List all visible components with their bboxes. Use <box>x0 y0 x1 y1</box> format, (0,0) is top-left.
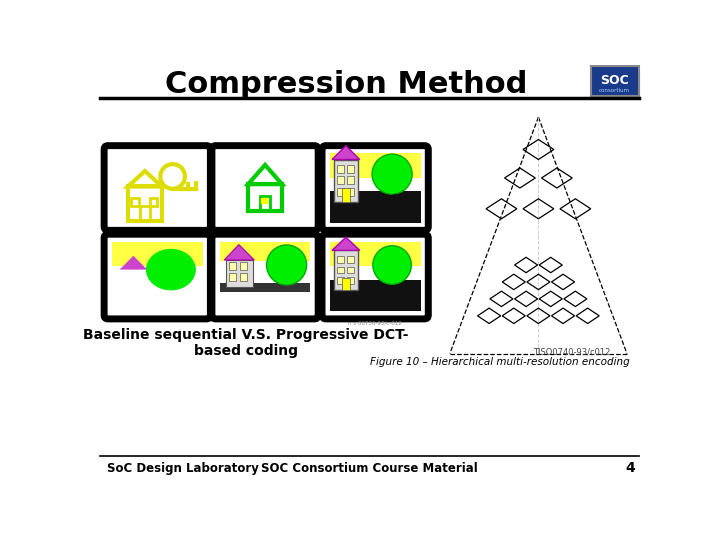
Text: SoC Design Laboratory: SoC Design Laboratory <box>107 462 259 475</box>
Text: SOC Consortium Course Material: SOC Consortium Course Material <box>261 462 477 475</box>
FancyBboxPatch shape <box>322 146 428 231</box>
Polygon shape <box>120 256 148 269</box>
FancyBboxPatch shape <box>212 234 318 319</box>
Bar <box>240 262 248 270</box>
Text: Compression Method: Compression Method <box>165 70 527 98</box>
FancyBboxPatch shape <box>590 66 639 96</box>
Bar <box>248 184 282 211</box>
Bar <box>220 284 310 292</box>
Bar <box>128 186 162 221</box>
Bar <box>229 273 235 281</box>
Bar <box>229 262 235 270</box>
Polygon shape <box>224 245 254 260</box>
Bar <box>338 165 343 173</box>
Bar <box>338 188 343 195</box>
Bar <box>220 242 310 261</box>
Ellipse shape <box>382 285 415 307</box>
FancyBboxPatch shape <box>212 146 318 231</box>
Text: Figure 10 – Hierarchical multi-resolution encoding: Figure 10 – Hierarchical multi-resolutio… <box>370 357 630 367</box>
Bar <box>150 198 157 206</box>
Text: Baseline sequential V.S. Progressive DCT-
based coding: Baseline sequential V.S. Progressive DCT… <box>83 328 408 359</box>
Bar <box>342 188 350 202</box>
Bar <box>348 188 354 195</box>
Text: 4: 4 <box>625 461 634 475</box>
Polygon shape <box>332 146 360 159</box>
Bar <box>348 278 354 284</box>
Bar <box>226 260 253 287</box>
Bar <box>348 177 354 184</box>
FancyBboxPatch shape <box>104 234 210 319</box>
Text: consortium: consortium <box>599 87 630 93</box>
Bar <box>333 159 359 202</box>
Bar <box>112 242 203 266</box>
Bar <box>260 195 270 211</box>
Bar <box>333 251 359 291</box>
Bar <box>338 267 343 273</box>
Bar <box>330 192 420 222</box>
Circle shape <box>373 246 411 284</box>
FancyBboxPatch shape <box>104 146 210 231</box>
Bar <box>348 165 354 173</box>
Bar <box>342 278 350 291</box>
Ellipse shape <box>146 249 196 291</box>
Bar <box>338 256 343 262</box>
Bar <box>140 206 150 221</box>
Bar <box>330 280 420 311</box>
FancyBboxPatch shape <box>322 234 428 319</box>
Bar <box>338 177 343 184</box>
Bar <box>261 198 266 204</box>
Bar <box>348 267 354 273</box>
Text: TISO0740-93/c012: TISO0740-93/c012 <box>533 347 610 356</box>
Circle shape <box>266 245 307 285</box>
Text: n s 00730-93/c-012: n s 00730-93/c-012 <box>348 320 402 326</box>
Bar <box>348 256 354 262</box>
Text: SOC: SOC <box>600 75 629 87</box>
Bar <box>240 273 248 281</box>
Bar <box>131 198 139 206</box>
Ellipse shape <box>381 194 415 215</box>
Bar <box>338 278 343 284</box>
Bar <box>330 242 420 266</box>
Polygon shape <box>332 237 360 251</box>
Circle shape <box>372 154 412 194</box>
Bar <box>330 153 420 178</box>
